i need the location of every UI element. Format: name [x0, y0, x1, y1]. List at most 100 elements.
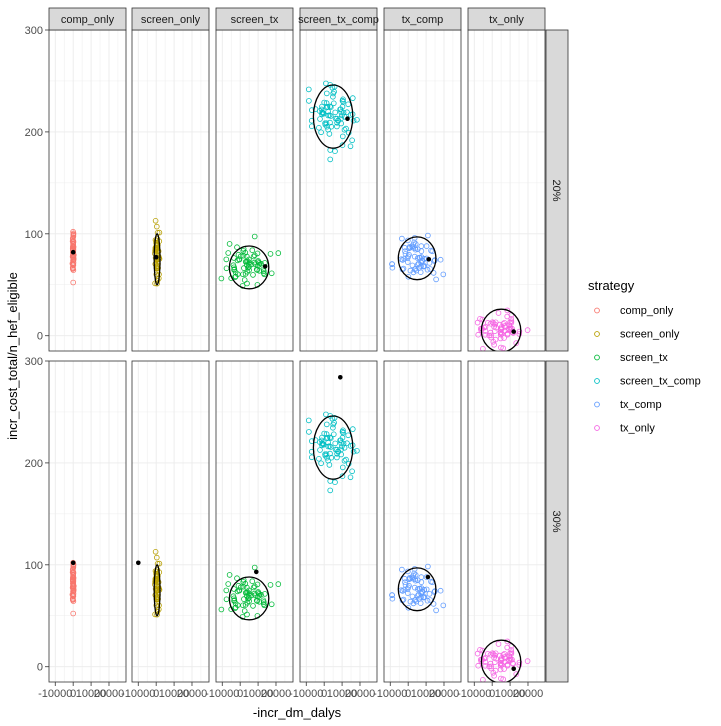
x-tick-label: 10000	[495, 688, 526, 700]
data-point	[70, 256, 77, 262]
data-point	[305, 86, 312, 93]
data-point	[153, 239, 159, 246]
gridlines	[384, 30, 461, 351]
data-point	[241, 596, 247, 602]
data-point	[323, 421, 330, 428]
data-point	[417, 600, 424, 606]
gridlines	[468, 30, 545, 351]
point-estimate	[425, 574, 431, 580]
data-point	[70, 582, 77, 589]
data-point	[334, 454, 340, 461]
confidence-ellipse	[228, 576, 270, 621]
data-point	[504, 313, 511, 320]
data-point	[325, 126, 331, 133]
x-axis-title: -incr_dm_dalys	[253, 705, 342, 720]
data-point	[407, 598, 414, 605]
data-point	[327, 156, 334, 163]
data-point	[332, 109, 339, 116]
panel-screen_tx_comp-20%	[299, 29, 378, 352]
panel-marks	[152, 218, 163, 287]
gridlines	[132, 361, 209, 682]
data-point	[317, 447, 323, 453]
data-point	[327, 435, 334, 442]
data-point	[334, 123, 340, 130]
data-point	[504, 661, 511, 668]
legend-key	[588, 396, 605, 413]
facet-strip-screen_tx	[215, 7, 294, 31]
data-point	[498, 330, 505, 337]
data-point	[70, 239, 77, 245]
data-point	[262, 591, 268, 597]
data-point	[218, 275, 225, 282]
data-point	[516, 659, 523, 666]
data-point	[504, 638, 511, 645]
data-point	[491, 672, 497, 679]
data-point	[516, 662, 523, 668]
confidence-ellipse	[228, 245, 270, 290]
data-point	[231, 264, 237, 271]
data-point	[325, 112, 332, 119]
data-point	[226, 572, 233, 578]
data-point	[275, 250, 282, 256]
data-point	[508, 647, 515, 653]
data-point	[415, 592, 421, 599]
panel-border	[48, 360, 127, 683]
data-point	[231, 266, 238, 273]
data-point	[431, 258, 438, 264]
data-point	[474, 319, 481, 326]
panel-border	[383, 360, 462, 683]
legend-key	[588, 372, 605, 390]
data-point	[154, 280, 160, 287]
gridlines	[216, 30, 293, 351]
data-point	[244, 584, 250, 591]
gridlines	[384, 361, 461, 682]
data-point	[412, 572, 419, 578]
data-point	[154, 223, 160, 230]
data-point	[486, 332, 493, 339]
data-point	[399, 566, 405, 573]
data-point	[245, 264, 251, 271]
facet-strips: comp_only screen_only screen_tx screen_tx_c…	[48, 7, 569, 683]
data-point	[349, 137, 355, 144]
data-point	[223, 256, 230, 263]
data-point	[497, 660, 504, 666]
data-point	[345, 432, 352, 439]
data-point	[69, 569, 76, 576]
data-point	[245, 595, 251, 602]
data-point	[275, 581, 282, 587]
panel-screen_only-20%	[131, 29, 210, 352]
data-point	[338, 120, 345, 127]
data-point	[234, 575, 240, 581]
legend-key	[588, 302, 605, 319]
data-point	[232, 605, 239, 611]
data-point	[340, 96, 346, 103]
data-point	[319, 434, 325, 441]
data-point	[495, 641, 502, 647]
legend-key-symbol	[594, 378, 600, 384]
data-point	[427, 266, 434, 272]
data-point	[349, 426, 356, 432]
data-point	[506, 656, 513, 663]
data-point	[251, 252, 258, 259]
data-point	[316, 125, 322, 131]
data-point	[256, 261, 263, 268]
data-point	[498, 326, 505, 333]
point-estimate	[426, 257, 432, 262]
data-point	[405, 604, 412, 611]
data-point	[306, 98, 312, 104]
data-point	[152, 548, 159, 555]
data-point	[480, 677, 486, 682]
data-point	[412, 241, 419, 247]
data-point	[232, 274, 239, 280]
facet-label-tx_only: tx_only	[489, 14, 524, 26]
legend-key-symbol	[594, 425, 600, 431]
data-point	[492, 319, 499, 326]
data-point	[339, 133, 346, 140]
point-estimate	[262, 264, 268, 269]
data-point	[226, 241, 233, 247]
data-point	[417, 254, 423, 261]
data-point	[250, 584, 257, 591]
legend-label-screen_tx_comp: screen_tx_comp	[620, 376, 701, 388]
facet-label-screen_only: screen_only	[141, 14, 201, 26]
data-point	[319, 103, 325, 110]
